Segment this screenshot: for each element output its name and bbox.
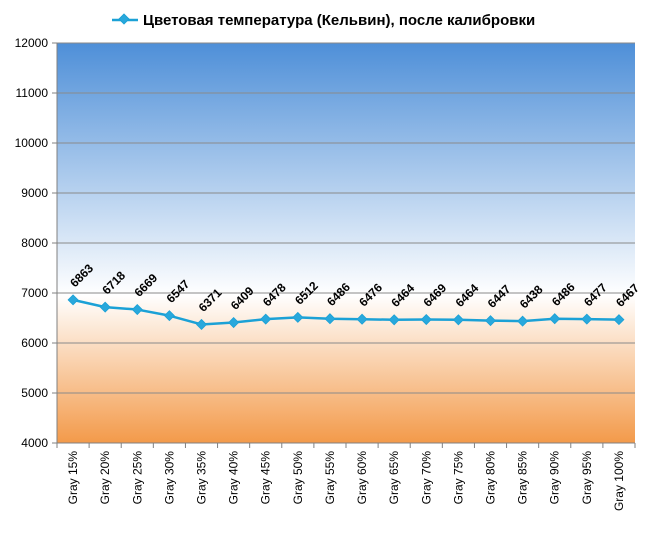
x-tick-label: Gray 40% <box>227 451 241 505</box>
data-point <box>67 294 79 306</box>
data-point <box>420 314 432 326</box>
data-point <box>549 313 561 325</box>
y-tick-label-5000: 5000 <box>21 386 48 400</box>
x-tick-label: Gray 95% <box>580 451 594 505</box>
y-tick-label-7000: 7000 <box>21 286 48 300</box>
y-tick-label-11000: 11000 <box>16 86 49 100</box>
data-point <box>228 317 240 329</box>
data-point <box>452 314 464 326</box>
data-point <box>613 314 625 326</box>
x-tick-label: Gray 90% <box>548 451 562 505</box>
x-tick-label: Gray 35% <box>195 451 209 505</box>
x-tick-label: Gray 85% <box>516 451 530 505</box>
legend-marker-swatch <box>118 13 130 25</box>
data-point <box>195 318 208 330</box>
data-point <box>292 311 304 323</box>
x-tick-label: Gray 25% <box>130 451 144 505</box>
data-point <box>356 313 368 325</box>
x-tick-label: Gray 60% <box>355 451 369 505</box>
series-line <box>72 298 619 326</box>
y-tick-label-4000: 4000 <box>21 436 48 450</box>
x-tick-label: Gray 75% <box>451 451 465 505</box>
x-tick-label: Gray 20% <box>98 451 112 505</box>
data-point <box>581 313 593 325</box>
x-tick-label: Gray 30% <box>162 451 176 505</box>
y-tick-label-10000: 10000 <box>15 136 49 150</box>
data-point <box>388 314 400 326</box>
x-tick-label: Gray 50% <box>291 451 305 505</box>
y-tick-label-8000: 8000 <box>21 236 48 250</box>
x-tick-label: Gray 15% <box>66 451 80 505</box>
y-tick-label-9000: 9000 <box>21 186 48 200</box>
x-tick-label: Gray 70% <box>419 451 433 505</box>
x-tick-label: Gray 100% <box>612 451 626 511</box>
data-point <box>131 304 143 316</box>
data-point <box>99 301 111 313</box>
data-point <box>484 315 497 327</box>
x-tick-label: Gray 80% <box>484 451 498 505</box>
gridlines <box>57 42 635 394</box>
y-tick-label-6000: 6000 <box>21 336 48 350</box>
data-point <box>260 313 272 325</box>
legend-label: Цветовая температура (Кельвин), после ка… <box>143 12 535 29</box>
x-tick-label: Gray 45% <box>259 451 273 505</box>
data-point <box>517 315 529 327</box>
x-tick-label: Gray 55% <box>323 451 337 505</box>
data-point <box>324 313 336 325</box>
y-tick-label-12000: 12000 <box>15 36 49 50</box>
legend: Цветовая температура (Кельвин), после ка… <box>112 12 535 29</box>
data-point <box>163 310 175 322</box>
x-tick-label: Gray 65% <box>387 451 401 505</box>
axes: 4000 5000 6000 7000 8000 9000 10000 11000 12000 G… <box>15 36 636 511</box>
